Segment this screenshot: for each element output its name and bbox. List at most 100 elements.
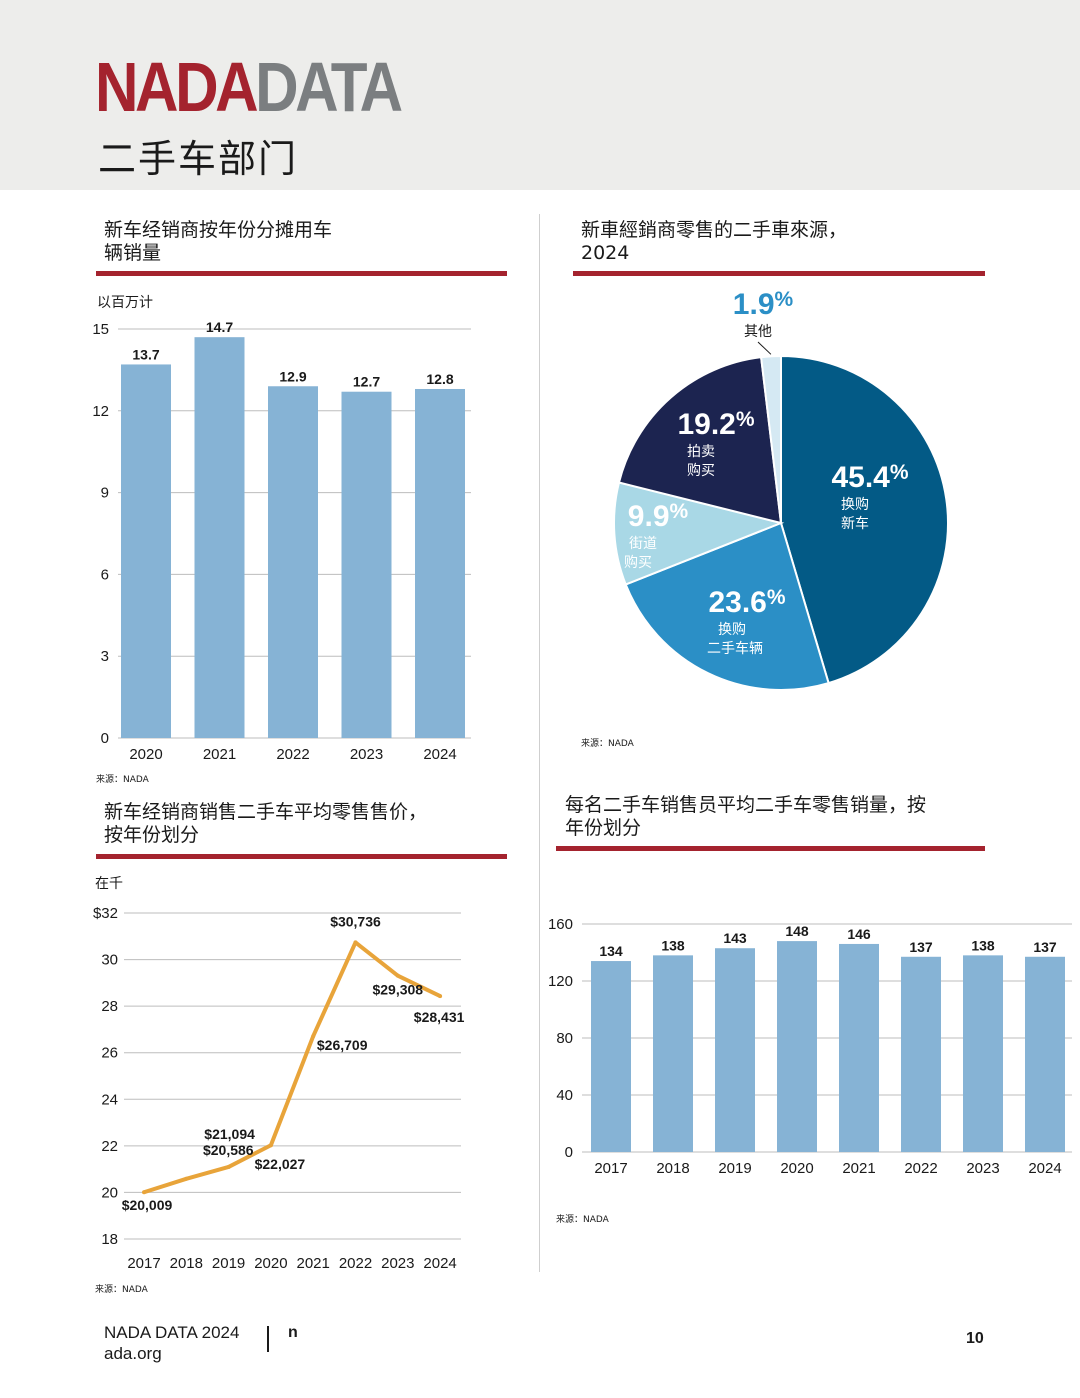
chart3-point [311, 1034, 316, 1039]
chart3-point [395, 973, 400, 978]
footer-divider [267, 1326, 269, 1352]
chart4-bar [839, 943, 879, 1152]
chart1-data-label: 12.7 [353, 374, 380, 390]
chart1-data-label: 12.8 [426, 371, 453, 387]
chart1-x-tick: 2022 [276, 746, 309, 763]
chart1-title: 新车经销商按年份分摊用车 辆销量 [104, 219, 332, 265]
chart3-title: 新车经销商销售二手车平均零售售价， 按年份划分 [104, 801, 427, 847]
chart3-data-label: $22,027 [255, 1156, 306, 1172]
chart3-data-label: $29,308 [372, 982, 423, 998]
chart1-bar [341, 391, 392, 738]
chart3-x-tick: 2017 [127, 1255, 160, 1272]
footer-letter: n [288, 1324, 298, 1341]
chart1-bar [194, 337, 245, 738]
chart3-y-tick: $32 [93, 905, 118, 922]
chart3-series-line [143, 940, 441, 1195]
chart4-x-tick: 2023 [966, 1160, 999, 1177]
chart2-slice-label: 换购 [718, 621, 746, 638]
chart1-bar-chart: 0 3 6 9 12 15 13.7 2020 14.7 2021 12.9 2022 12.7 2023… [92, 319, 471, 763]
chart4-x-tick: 2019 [718, 1160, 751, 1177]
chart1-y-tick: 0 [101, 730, 109, 747]
chart3-data-label: $28,431 [414, 1009, 465, 1025]
chart2-slice-label: 新车 [841, 515, 869, 532]
chart4-x-tick: 2024 [1028, 1160, 1061, 1177]
brand-part2: DATA [255, 48, 403, 126]
chart2-slice-label: 街道 [629, 536, 657, 552]
chart1-y-tick: 15 [92, 321, 109, 338]
chart3-y-tick: 24 [101, 1091, 118, 1108]
chart2-slice-label: 换购 [841, 496, 869, 513]
chart4-y-tick: 120 [548, 973, 573, 990]
chart1-data-label: 12.9 [279, 368, 306, 384]
chart1-x-tick: 2021 [203, 746, 236, 763]
chart1-y-tick: 12 [92, 403, 109, 420]
chart3-x-tick: 2022 [339, 1255, 372, 1272]
chart2-slice [613, 481, 785, 586]
chart4-data-label: 138 [661, 937, 685, 953]
chart4-title-line1: 每名二手车销售员平均二手车零售销量，按 [565, 794, 927, 816]
chart2-slice-label: 其他 [744, 324, 772, 340]
chart2-slice-label: 拍卖 [687, 444, 715, 460]
chart3-unit: 在千 [95, 876, 123, 892]
chart4-title-line2: 年份划分 [565, 817, 642, 839]
chart4-data-label: 137 [1033, 939, 1057, 955]
chart3-point [438, 994, 443, 999]
chart1-data-label: 13.7 [132, 346, 159, 362]
chart1-x-tick: 2020 [129, 746, 162, 763]
chart4-data-label: 137 [909, 939, 933, 955]
page-number: 10 [966, 1330, 984, 1347]
chart2-slice-pct: 1.9% [733, 288, 794, 321]
chart3-x-tick: 2018 [170, 1255, 203, 1272]
chart2-slice [780, 354, 949, 685]
chart2-slice [759, 354, 782, 524]
chart4-bar [777, 941, 817, 1152]
chart4-x-tick: 2017 [594, 1160, 627, 1177]
chart1-title-line1: 新车经销商按年份分摊用车 [104, 219, 333, 241]
chart2-title-line1: 新車經銷商零售的二手車來源， [581, 219, 848, 241]
footer-publication: NADA DATA 2024 [104, 1323, 240, 1342]
chart1-y-tick: 6 [101, 566, 109, 583]
chart3-point [184, 1176, 189, 1181]
footer-website-link[interactable]: ada.org [104, 1344, 162, 1363]
chart2-source: 来源：NADA [581, 739, 634, 749]
chart4-y-tick: 160 [548, 916, 573, 933]
chart3-y-tick: 30 [101, 952, 118, 969]
chart3-y-tick: 20 [101, 1184, 118, 1201]
chart3-source: 来源：NADA [95, 1285, 148, 1295]
chart3-line-chart: 18202224262830$32$20,0092017$20,5862018$… [93, 905, 465, 1272]
chart3-title-line2: 按年份划分 [104, 824, 200, 846]
chart3-point [353, 940, 358, 945]
chart2-slice-label: 购买 [624, 555, 652, 571]
chart2-slice-pct: 9.9% [628, 500, 689, 533]
chart4-y-tick: 80 [556, 1030, 573, 1047]
chart3-x-tick: 2024 [423, 1255, 456, 1272]
chart1-x-tick: 2023 [350, 746, 383, 763]
chart2-slice-label: 二手车辆 [707, 640, 763, 657]
chart1-bar [268, 386, 318, 738]
chart2-slice [617, 356, 783, 525]
chart3-x-tick: 2021 [297, 1255, 330, 1272]
chart2-rule [573, 271, 985, 276]
chart3-y-tick: 28 [101, 998, 118, 1015]
chart3-rule [96, 854, 507, 859]
chart4-x-tick: 2021 [842, 1160, 875, 1177]
chart1-unit: 以百万计 [97, 295, 153, 311]
chart3-point [268, 1143, 273, 1148]
chart1-x-tick: 2024 [423, 746, 456, 763]
chart2-slice-label: 购买 [687, 463, 715, 479]
chart3-x-tick: 2019 [212, 1255, 245, 1272]
chart3-point [142, 1190, 146, 1195]
chart4-data-label: 138 [971, 937, 995, 953]
chart2-title-line2: 2024 [581, 242, 630, 264]
chart4-bar [591, 961, 631, 1152]
chart4-source: 来源：NADA [556, 1215, 609, 1225]
chart4-bar [901, 956, 941, 1152]
chart4-bar [653, 955, 693, 1152]
chart3-data-label: $30,736 [330, 913, 381, 929]
chart1-y-tick: 3 [101, 648, 109, 665]
chart3-title-line1: 新车经销商销售二手车平均零售售价， [104, 801, 428, 823]
column-divider [539, 214, 540, 1272]
chart1-data-label: 14.7 [206, 319, 233, 335]
chart3-x-tick: 2020 [254, 1255, 287, 1272]
chart2-slice-pct: 19.2% [677, 408, 754, 441]
